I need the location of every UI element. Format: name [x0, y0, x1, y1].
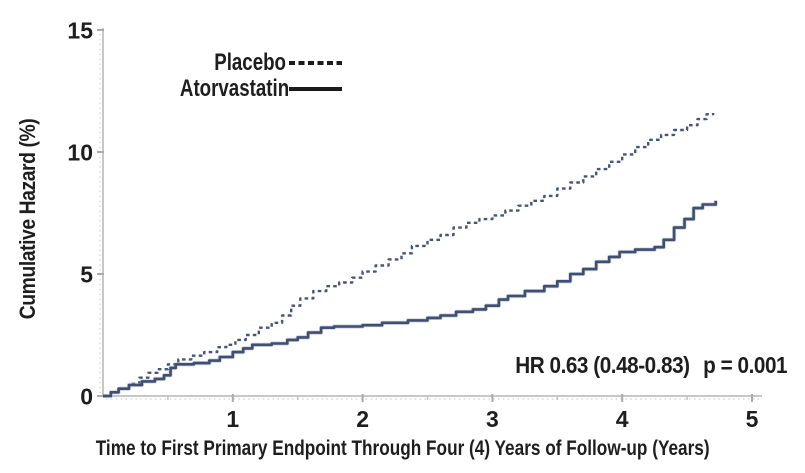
placebo-curve: [103, 113, 715, 398]
y-tick-label: 5: [80, 262, 93, 288]
x-tick-label: 4: [616, 406, 629, 432]
solid-line-swatch-icon: [289, 87, 342, 91]
y-tick-label: 15: [67, 18, 93, 44]
legend-item-placebo: Placebo: [150, 49, 342, 76]
hazard-ratio-annotation: HR 0.63 (0.48-0.83) p = 0.001: [515, 352, 787, 379]
legend-item-atorvastatin: Atorvastatin: [150, 75, 342, 102]
y-axis-title: Cumulative Hazard (%): [15, 105, 41, 333]
atorvastatin-curve: [103, 200, 717, 398]
y-tick-label: 10: [67, 140, 93, 166]
x-tick-label: 3: [486, 406, 499, 432]
p-value-text: p = 0.001: [703, 352, 787, 378]
x-axis-title: Time to First Primary Endpoint Through F…: [0, 436, 805, 461]
x-axis-title-text: Time to First Primary Endpoint Through F…: [95, 436, 710, 460]
y-axis-title-text: Cumulative Hazard (%): [15, 118, 40, 320]
x-tick-label: 1: [226, 406, 239, 432]
legend-label-atorvastatin: Atorvastatin: [179, 75, 290, 102]
y-tick-label: 0: [80, 384, 93, 410]
x-tick-label: 2: [356, 406, 369, 432]
x-tick-label: 5: [746, 406, 759, 432]
legend-label-placebo: Placebo: [214, 49, 286, 76]
hr-value-text: HR 0.63 (0.48-0.83): [515, 352, 690, 378]
dashed-line-swatch-icon: [289, 61, 342, 65]
legend: Placebo Atorvastatin: [150, 49, 342, 102]
